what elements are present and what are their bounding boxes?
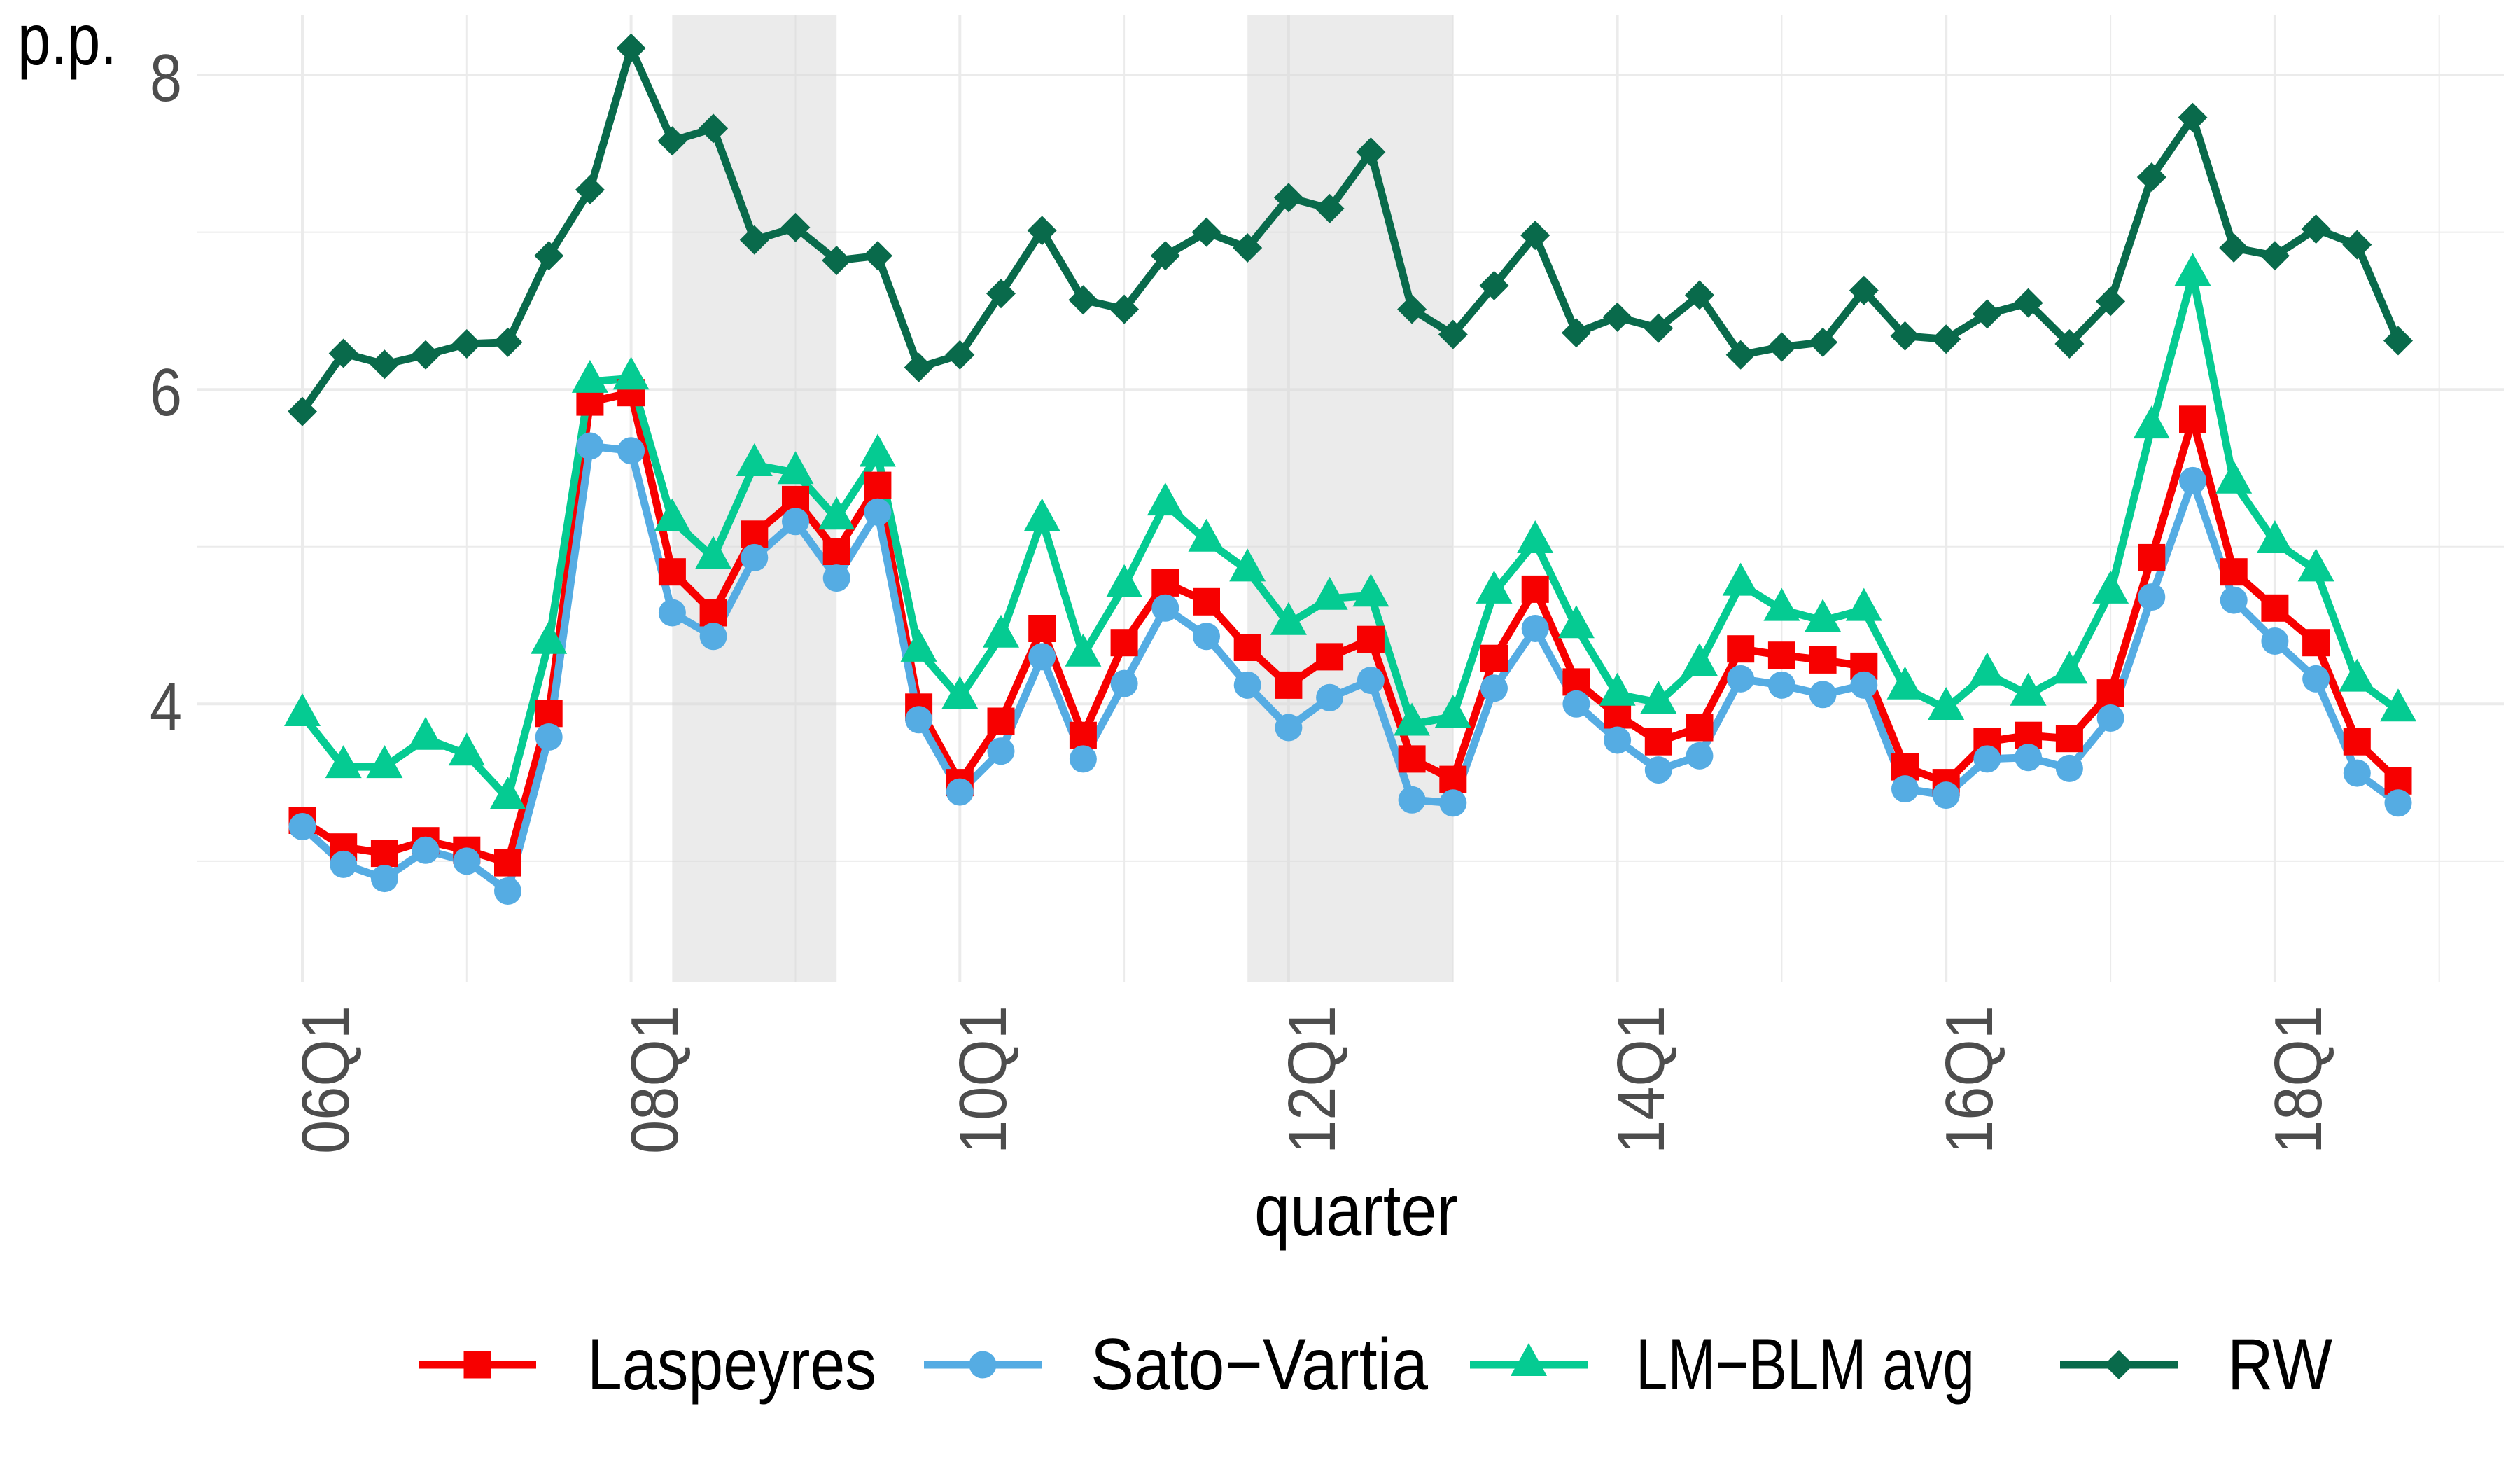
svg-text:10Q1: 10Q1 [946,1006,1021,1154]
svg-text:Sato−Vartia: Sato−Vartia [1091,1324,1428,1405]
svg-text:LM−BLM avg: LM−BLM avg [1636,1324,1975,1405]
svg-text:4: 4 [150,669,182,744]
svg-text:quarter: quarter [1254,1170,1458,1251]
svg-text:p.p.: p.p. [18,0,117,81]
svg-text:16Q1: 16Q1 [1932,1006,2007,1154]
svg-text:12Q1: 12Q1 [1275,1006,1350,1154]
svg-text:Laspeyres: Laspeyres [587,1324,876,1405]
svg-text:14Q1: 14Q1 [1604,1006,1679,1154]
svg-text:6: 6 [150,355,182,430]
svg-text:18Q1: 18Q1 [2261,1006,2336,1154]
svg-text:RW: RW [2227,1324,2332,1405]
svg-text:08Q1: 08Q1 [617,1006,692,1154]
svg-text:06Q1: 06Q1 [288,1006,363,1154]
svg-text:8: 8 [150,41,182,116]
